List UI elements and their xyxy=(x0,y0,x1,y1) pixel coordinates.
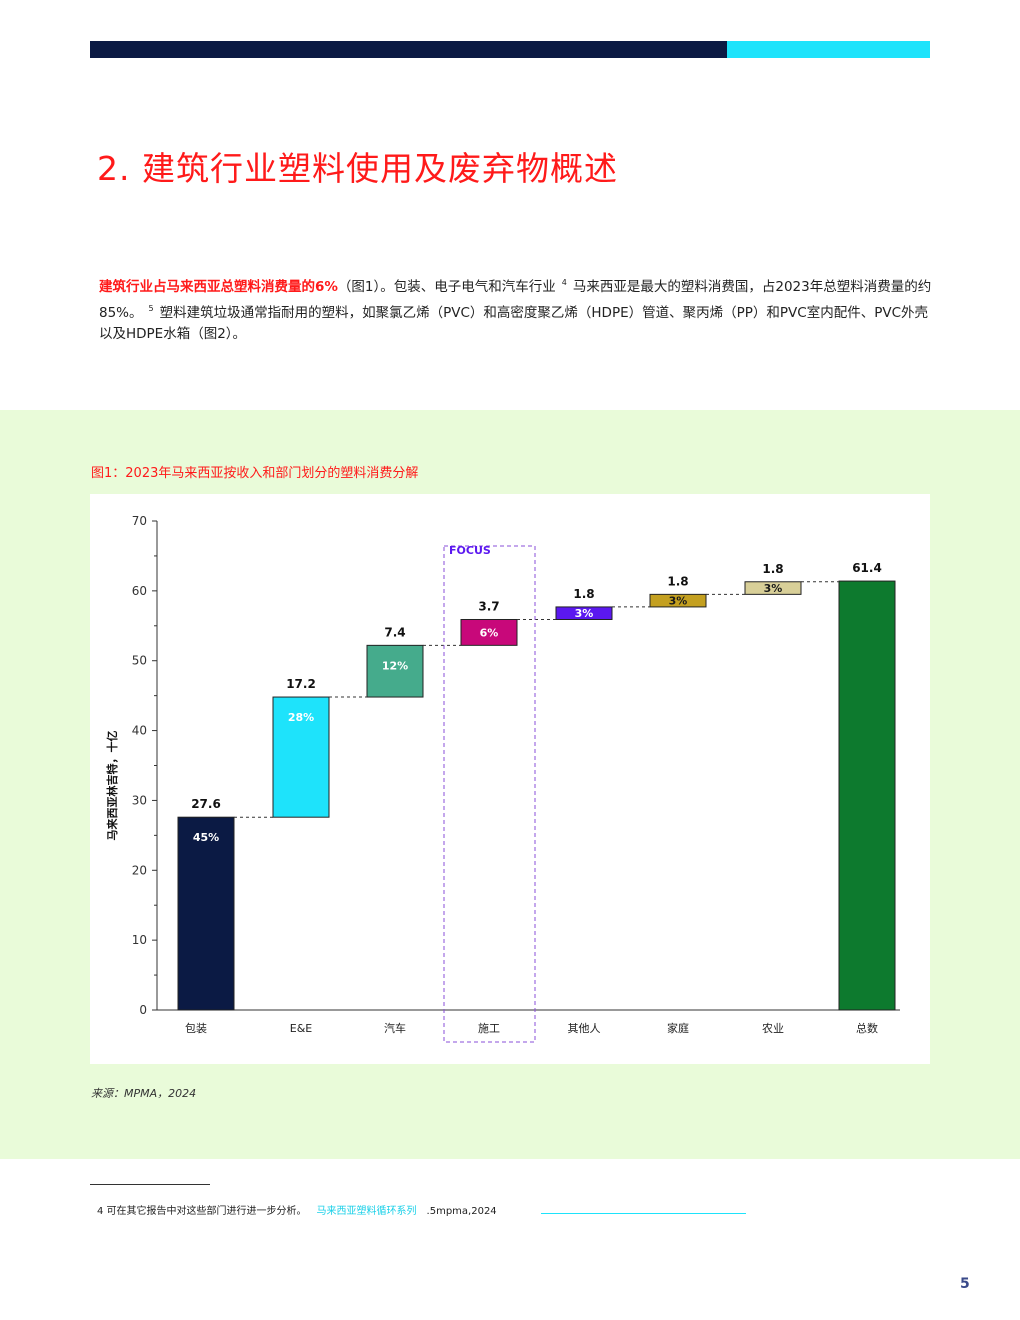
y-tick-label: 20 xyxy=(132,863,147,877)
footnote-text: 4 可在其它报告中对这些部门进行进一步分析。 xyxy=(97,1206,307,1217)
footnote-divider xyxy=(90,1184,210,1185)
footnote-ref-5[interactable]: 5 xyxy=(148,304,154,313)
value-label: 61.4 xyxy=(852,561,882,575)
focus-box xyxy=(443,545,536,1043)
share-label: 12% xyxy=(382,659,408,672)
bar-2 xyxy=(366,644,424,698)
footnote-link[interactable]: 马来西亚塑料循环系列 xyxy=(316,1206,417,1217)
x-category-label: 汽车 xyxy=(384,1021,406,1035)
bar-5 xyxy=(649,593,707,608)
x-category-label: 其他人 xyxy=(568,1022,601,1035)
top-bar-dark xyxy=(90,41,727,58)
value-label: 1.8 xyxy=(573,587,594,601)
y-tick-label: 50 xyxy=(132,654,147,668)
chart-container: 0 10 20 30 40 50 60 70 马来西亚林吉特，十亿 27.6 45% 包装 17.2 28… xyxy=(90,494,930,1064)
share-label: 3% xyxy=(575,607,594,620)
bar-6 xyxy=(744,581,802,595)
bar-4 xyxy=(555,606,613,620)
y-tick-label: 30 xyxy=(132,793,147,807)
y-axis-label: 马来西亚林吉特，十亿 xyxy=(105,731,119,841)
bar-0 xyxy=(177,816,235,1011)
share-label: 6% xyxy=(480,626,499,639)
x-category-label: E&E xyxy=(290,1022,313,1035)
focus-label: FOCUS xyxy=(449,544,491,557)
intro-text-3: 塑料建筑垃圾通常指耐用的塑料，如聚氯乙烯（PVC）和高密度聚乙烯（HDPE）管道… xyxy=(99,305,929,342)
footnote: 4 可在其它报告中对这些部门进行进一步分析。 马来西亚塑料循环系列 .5mpma,2… xyxy=(97,1202,497,1217)
top-bar-accent xyxy=(727,41,930,58)
bar-7 xyxy=(838,580,896,1011)
bar-1 xyxy=(272,696,330,818)
share-label: 45% xyxy=(193,831,219,844)
y-tick-label: 70 xyxy=(132,514,147,528)
value-label: 1.8 xyxy=(762,562,783,576)
footnote-ref-4[interactable]: 4 xyxy=(561,278,567,287)
waterfall-chart: 0 10 20 30 40 50 60 70 马来西亚林吉特，十亿 27.6 45% 包装 17.2 28… xyxy=(105,514,900,1043)
x-category-label: 农业 xyxy=(762,1021,784,1035)
x-category-label: 家庭 xyxy=(667,1021,689,1035)
intro-text-2: 马来西亚是最大的塑料消费国，占2023年总塑料消费量的约85%。 xyxy=(99,279,932,321)
y-tick-label: 10 xyxy=(132,933,147,947)
value-label: 17.2 xyxy=(286,677,316,691)
footnote-tail: .5mpma,2024 xyxy=(426,1206,497,1217)
intro-paragraph: 建筑行业占马来西亚总塑料消费量的6%（图1）。包装、电子电气和汽车行业 4 马来西亚… xyxy=(99,272,934,345)
y-tick-label: 60 xyxy=(132,584,147,598)
intro-highlight: 建筑行业占马来西亚总塑料消费量的6% xyxy=(99,279,338,295)
y-tick-label: 40 xyxy=(132,724,147,738)
value-label: 3.7 xyxy=(478,599,499,613)
x-category-label: 施工 xyxy=(478,1022,500,1035)
figure-title: 图1：2023年马来西亚按收入和部门划分的塑料消费分解 xyxy=(91,466,419,481)
footnote-link-underline xyxy=(541,1213,746,1214)
value-label: 7.4 xyxy=(384,625,405,639)
bar-3 xyxy=(460,618,518,646)
share-label: 3% xyxy=(669,595,688,608)
share-label: 3% xyxy=(764,582,783,595)
value-label: 27.6 xyxy=(191,797,221,811)
page-number: 5 xyxy=(960,1276,970,1292)
share-label: 28% xyxy=(288,711,314,724)
x-category-label: 包装 xyxy=(185,1022,207,1035)
y-tick-label: 0 xyxy=(139,1003,147,1017)
section-title: 2. 建筑行业塑料使用及废弃物概述 xyxy=(97,149,618,188)
figure-source: 来源：MPMA，2024 xyxy=(91,1087,197,1100)
intro-text-1: （图1）。包装、电子电气和汽车行业 xyxy=(337,279,556,295)
value-label: 1.8 xyxy=(667,574,688,588)
x-category-label: 总数 xyxy=(856,1021,878,1035)
